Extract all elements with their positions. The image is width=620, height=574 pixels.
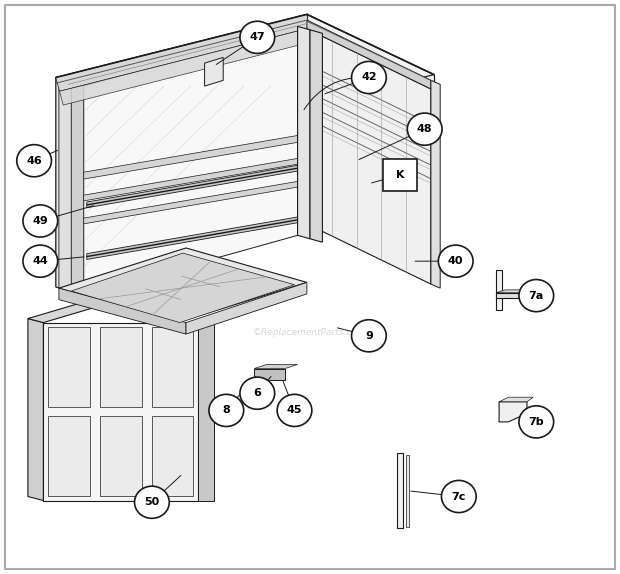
Polygon shape xyxy=(406,455,409,527)
Polygon shape xyxy=(84,181,298,224)
Text: 7b: 7b xyxy=(528,417,544,427)
Polygon shape xyxy=(496,290,524,293)
Text: 40: 40 xyxy=(448,256,463,266)
Polygon shape xyxy=(310,30,322,242)
Polygon shape xyxy=(59,79,71,292)
Circle shape xyxy=(438,245,473,277)
Polygon shape xyxy=(100,416,142,496)
Polygon shape xyxy=(59,288,186,334)
Polygon shape xyxy=(254,369,285,380)
Circle shape xyxy=(352,320,386,352)
Polygon shape xyxy=(84,158,298,201)
Polygon shape xyxy=(152,416,193,496)
FancyBboxPatch shape xyxy=(383,159,417,191)
Polygon shape xyxy=(152,327,193,407)
Circle shape xyxy=(407,113,442,145)
Polygon shape xyxy=(43,323,198,501)
Text: 47: 47 xyxy=(249,32,265,42)
Polygon shape xyxy=(56,14,309,91)
Circle shape xyxy=(23,205,58,237)
Polygon shape xyxy=(499,397,533,402)
Polygon shape xyxy=(431,80,440,288)
Text: 45: 45 xyxy=(286,405,303,416)
Polygon shape xyxy=(28,273,198,323)
Polygon shape xyxy=(56,14,434,138)
Circle shape xyxy=(519,406,554,438)
Polygon shape xyxy=(56,77,177,321)
Circle shape xyxy=(441,480,476,513)
Polygon shape xyxy=(87,165,298,208)
Polygon shape xyxy=(28,319,43,501)
Text: 7c: 7c xyxy=(451,491,466,502)
Text: 42: 42 xyxy=(361,72,377,83)
Text: 7a: 7a xyxy=(529,290,544,301)
Polygon shape xyxy=(84,135,298,179)
Polygon shape xyxy=(254,364,298,369)
Text: 46: 46 xyxy=(26,156,42,166)
Circle shape xyxy=(240,377,275,409)
Polygon shape xyxy=(71,83,84,295)
Text: 44: 44 xyxy=(32,256,48,266)
Circle shape xyxy=(352,61,386,94)
Polygon shape xyxy=(60,28,311,105)
Polygon shape xyxy=(198,323,214,501)
Polygon shape xyxy=(84,26,298,295)
Circle shape xyxy=(240,21,275,53)
Polygon shape xyxy=(496,293,524,298)
Text: 9: 9 xyxy=(365,331,373,341)
Polygon shape xyxy=(48,327,90,407)
Polygon shape xyxy=(205,57,223,86)
Polygon shape xyxy=(59,248,307,323)
Text: K: K xyxy=(396,170,404,180)
Polygon shape xyxy=(307,20,431,89)
Polygon shape xyxy=(48,416,90,496)
Circle shape xyxy=(135,486,169,518)
Polygon shape xyxy=(100,327,142,407)
Circle shape xyxy=(277,394,312,426)
Polygon shape xyxy=(71,253,294,323)
Circle shape xyxy=(23,245,58,277)
Polygon shape xyxy=(298,26,310,239)
Circle shape xyxy=(519,280,554,312)
Text: 49: 49 xyxy=(32,216,48,226)
Text: 48: 48 xyxy=(417,124,433,134)
Polygon shape xyxy=(307,29,431,284)
Polygon shape xyxy=(397,453,403,528)
Polygon shape xyxy=(87,217,298,259)
Circle shape xyxy=(17,145,51,177)
Text: 6: 6 xyxy=(254,388,261,398)
Text: ©ReplacementParts.com: ©ReplacementParts.com xyxy=(253,328,367,338)
Text: 50: 50 xyxy=(144,497,159,507)
Polygon shape xyxy=(186,282,307,334)
Text: 8: 8 xyxy=(223,405,230,416)
Polygon shape xyxy=(496,270,502,310)
Circle shape xyxy=(209,394,244,426)
Polygon shape xyxy=(499,402,527,422)
